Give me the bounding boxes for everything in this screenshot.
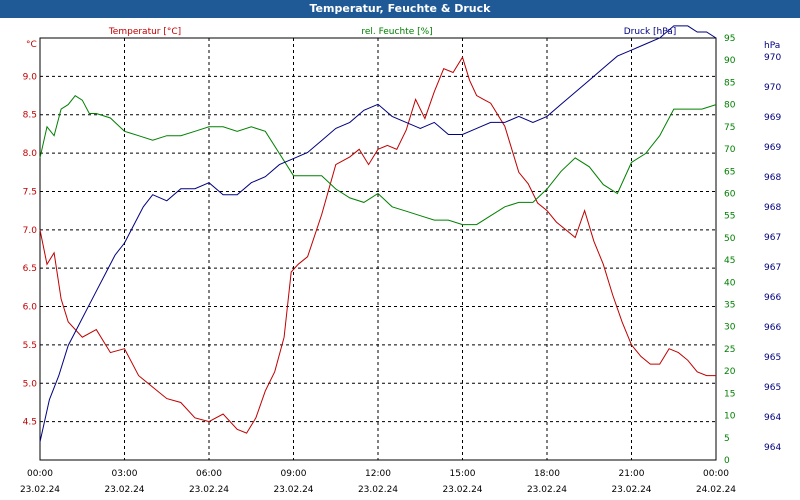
- right-humidity-tick-label: 75: [724, 123, 735, 133]
- left-tick-label: 7.5: [23, 187, 37, 197]
- right-humidity-tick-label: 95: [724, 34, 735, 44]
- right-pressure-unit: hPa: [764, 41, 780, 51]
- x-tick-time: 00:00: [27, 469, 53, 479]
- right-pressure-tick-label: 970: [764, 53, 781, 63]
- right-pressure-tick-label: 966: [764, 323, 781, 333]
- legend-entry: Temperatur [°C]: [108, 27, 181, 37]
- left-tick-label: 8.5: [23, 111, 37, 121]
- right-humidity-tick-label: 80: [724, 101, 736, 111]
- right-pressure-tick-label: 966: [764, 293, 781, 303]
- chart-title: Temperatur, Feuchte & Druck: [309, 2, 491, 15]
- legend-entry: Druck [hPa]: [624, 27, 677, 37]
- series-line: [39, 55, 716, 434]
- right-humidity-tick-label: 15: [724, 389, 735, 399]
- right-humidity-tick-label: 0: [724, 456, 730, 466]
- right-pressure-tick-label: 967: [764, 233, 781, 243]
- right-pressure-tick-label: 965: [764, 383, 781, 393]
- x-tick-date: 23.02.24: [442, 485, 482, 495]
- right-pressure-tick-label: 969: [764, 113, 781, 123]
- right-pressure-tick-label: 968: [764, 173, 781, 183]
- right-humidity-tick-label: 60: [724, 189, 736, 199]
- right-pressure-tick-label: 969: [764, 143, 781, 153]
- right-humidity-tick-label: 70: [724, 145, 736, 155]
- left-tick-label: 6.0: [23, 303, 38, 313]
- left-axis-unit: °C: [26, 40, 37, 50]
- x-tick-date: 24.02.24: [696, 485, 736, 495]
- right-humidity-tick-label: 25: [724, 345, 735, 355]
- right-pressure-tick-label: 964: [764, 413, 781, 423]
- title-bar: [0, 0, 800, 18]
- x-tick-time: 12:00: [365, 469, 391, 479]
- x-tick-date: 23.02.24: [189, 485, 229, 495]
- right-pressure-tick-label: 964: [764, 443, 781, 453]
- x-tick-time: 06:00: [196, 469, 222, 479]
- right-humidity-tick-label: 90: [724, 56, 736, 66]
- x-tick-date: 23.02.24: [611, 485, 651, 495]
- left-tick-label: 4.5: [23, 418, 37, 428]
- x-tick-time: 09:00: [281, 469, 307, 479]
- right-humidity-tick-label: 45: [724, 256, 735, 266]
- series-line: [39, 25, 717, 443]
- right-humidity-tick-label: 30: [724, 323, 736, 333]
- left-tick-label: 5.5: [23, 341, 37, 351]
- x-tick-time: 18:00: [534, 469, 560, 479]
- x-tick-time: 21:00: [619, 469, 645, 479]
- left-tick-label: 9.0: [23, 72, 38, 82]
- left-tick-label: 7.0: [23, 226, 38, 236]
- right-pressure-tick-label: 967: [764, 263, 781, 273]
- x-tick-date: 23.02.24: [20, 485, 60, 495]
- right-humidity-tick-label: 85: [724, 78, 735, 88]
- legend-entry: rel. Feuchte [%]: [361, 27, 432, 37]
- x-tick-date: 23.02.24: [527, 485, 567, 495]
- series-line: [39, 95, 717, 226]
- right-humidity-tick-label: 65: [724, 167, 735, 177]
- right-humidity-tick-label: 50: [724, 234, 736, 244]
- x-tick-date: 23.02.24: [358, 485, 398, 495]
- right-humidity-tick-label: 5: [724, 434, 730, 444]
- right-pressure-tick-label: 965: [764, 353, 781, 363]
- left-tick-label: 6.5: [23, 264, 37, 274]
- left-tick-label: 5.0: [23, 379, 38, 389]
- right-pressure-tick-label: 970: [764, 83, 781, 93]
- x-tick-time: 00:00: [703, 469, 729, 479]
- x-tick-date: 23.02.24: [104, 485, 144, 495]
- x-tick-time: 15:00: [450, 469, 476, 479]
- x-tick-time: 03:00: [112, 469, 138, 479]
- right-humidity-tick-label: 35: [724, 301, 735, 311]
- x-tick-date: 23.02.24: [273, 485, 313, 495]
- right-humidity-tick-label: 10: [724, 412, 736, 422]
- right-humidity-tick-label: 20: [724, 367, 736, 377]
- right-humidity-tick-label: 55: [724, 212, 735, 222]
- right-humidity-tick-label: 40: [724, 278, 736, 288]
- left-tick-label: 8.0: [23, 149, 38, 159]
- right-pressure-tick-label: 968: [764, 203, 781, 213]
